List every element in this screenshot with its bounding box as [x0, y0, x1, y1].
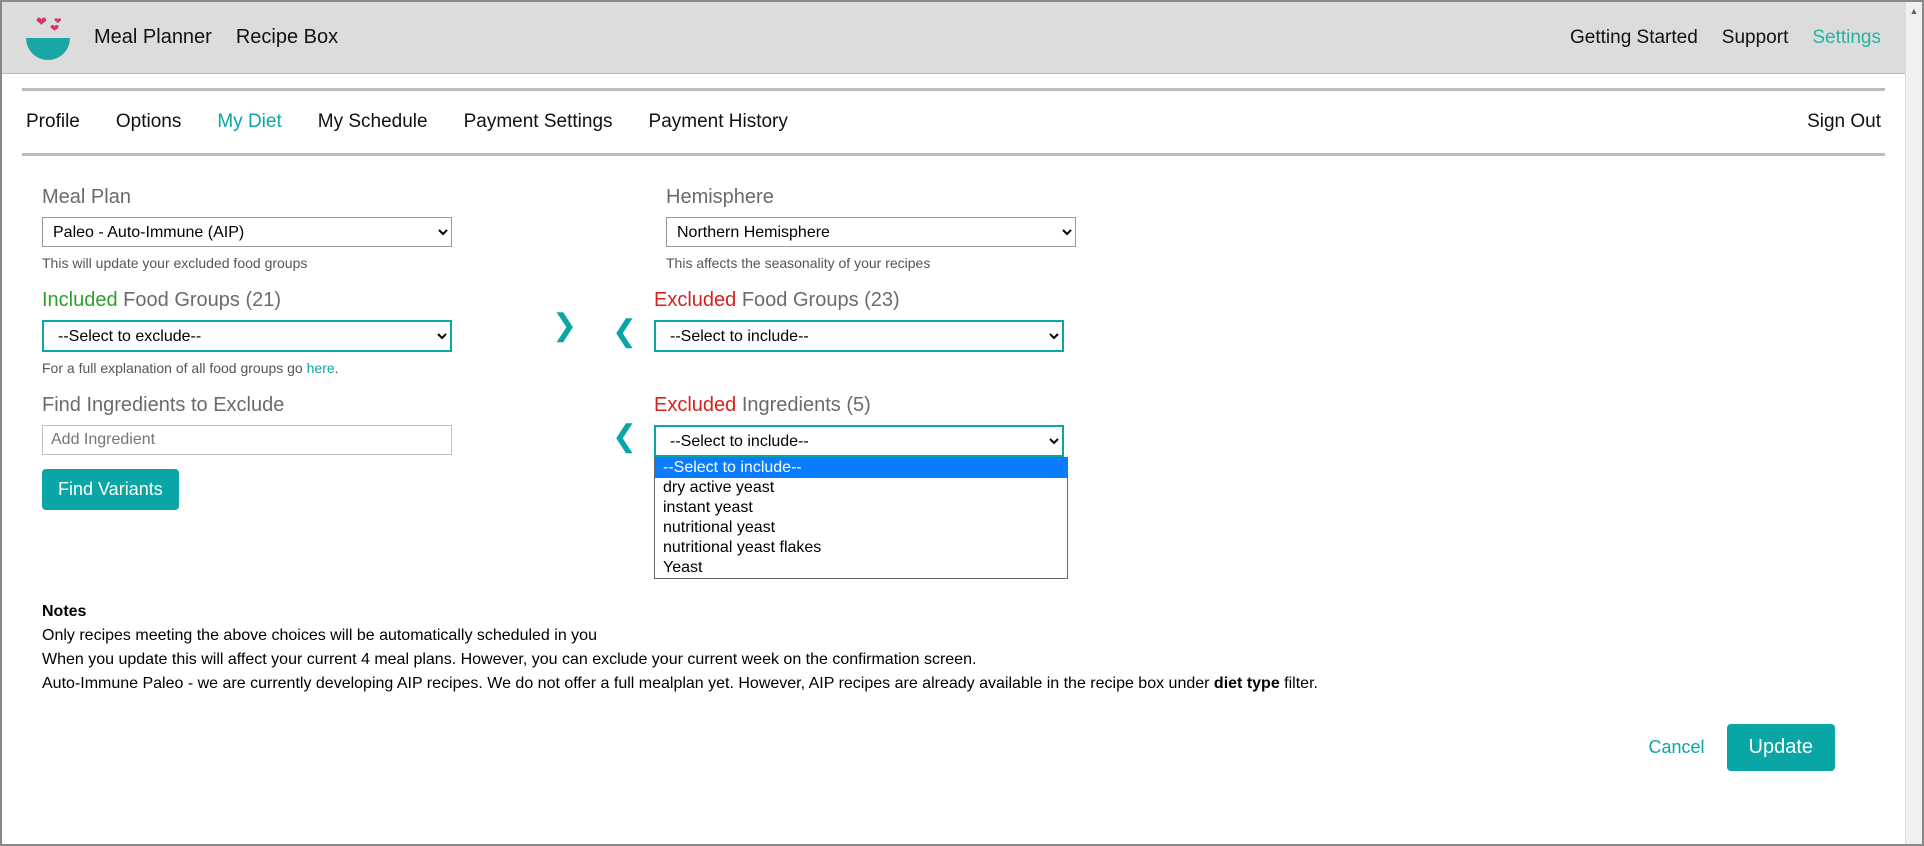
dropdown-option[interactable]: dry active yeast	[655, 478, 1067, 498]
tab-profile[interactable]: Profile	[26, 111, 80, 133]
notes-line: Auto-Immune Paleo - we are currently dev…	[42, 672, 1865, 696]
hemisphere-hint: This affects the seasonality of your rec…	[666, 255, 1086, 271]
notes-block: Notes Only recipes meeting the above cho…	[42, 600, 1865, 696]
sign-out-link[interactable]: Sign Out	[1807, 111, 1881, 133]
vertical-scrollbar[interactable]: ▲	[1905, 2, 1922, 844]
logo-icon: ❤ ❤ ❤	[26, 16, 70, 60]
dropdown-option[interactable]: Yeast	[655, 558, 1067, 578]
excluded-ingredients-select[interactable]: --Select to include--	[654, 425, 1064, 457]
add-ingredient-input[interactable]	[42, 425, 452, 455]
chevron-left-icon[interactable]: ❮	[612, 317, 636, 347]
tab-payment-settings[interactable]: Payment Settings	[464, 111, 613, 133]
notes-line: Only recipes meeting the above choices w…	[42, 624, 1865, 648]
dropdown-option[interactable]: --Select to include--	[655, 458, 1067, 478]
chevron-right-icon[interactable]: ❯	[552, 311, 576, 341]
excluded-ingredients-label: Excluded Ingredients (5)	[654, 394, 1074, 417]
tab-my-schedule[interactable]: My Schedule	[318, 111, 428, 133]
update-button[interactable]: Update	[1727, 724, 1836, 771]
notes-title: Notes	[42, 600, 1865, 624]
tab-payment-history[interactable]: Payment History	[649, 111, 788, 133]
dropdown-option[interactable]: nutritional yeast flakes	[655, 538, 1067, 558]
excluded-groups-select[interactable]: --Select to include--	[654, 320, 1064, 352]
hemisphere-label: Hemisphere	[666, 186, 1086, 209]
meal-plan-hint: This will update your excluded food grou…	[42, 255, 462, 271]
excluded-groups-label: Excluded Food Groups (23)	[654, 289, 1074, 312]
hemisphere-select[interactable]: Northern Hemisphere	[666, 217, 1076, 247]
meal-plan-select[interactable]: Paleo - Auto-Immune (AIP)	[42, 217, 452, 247]
dropdown-option[interactable]: instant yeast	[655, 498, 1067, 518]
find-ingredients-label: Find Ingredients to Exclude	[42, 394, 462, 417]
notes-line: When you update this will affect your cu…	[42, 648, 1865, 672]
nav-getting-started[interactable]: Getting Started	[1570, 27, 1698, 49]
tab-options[interactable]: Options	[116, 111, 181, 133]
scroll-up-icon[interactable]: ▲	[1906, 2, 1922, 19]
included-groups-hint: For a full explanation of all food group…	[42, 360, 462, 376]
included-groups-label: Included Food Groups (21)	[42, 289, 462, 312]
nav-meal-planner[interactable]: Meal Planner	[94, 26, 212, 49]
settings-subnav: Profile Options My Diet My Schedule Paym…	[22, 88, 1885, 156]
dropdown-option[interactable]: nutritional yeast	[655, 518, 1067, 538]
tab-my-diet[interactable]: My Diet	[217, 111, 281, 133]
nav-support[interactable]: Support	[1722, 27, 1789, 49]
top-bar: ❤ ❤ ❤ Meal Planner Recipe Box Getting St…	[2, 2, 1905, 74]
nav-settings[interactable]: Settings	[1812, 27, 1881, 49]
included-groups-select[interactable]: --Select to exclude--	[42, 320, 452, 352]
chevron-left-icon-2[interactable]: ❮	[612, 422, 636, 452]
find-variants-button[interactable]: Find Variants	[42, 469, 179, 510]
meal-plan-label: Meal Plan	[42, 186, 462, 209]
food-groups-here-link[interactable]: here	[307, 360, 335, 376]
nav-recipe-box[interactable]: Recipe Box	[236, 26, 338, 49]
cancel-link[interactable]: Cancel	[1648, 737, 1704, 758]
excluded-ingredients-dropdown[interactable]: --Select to include-- dry active yeast i…	[654, 457, 1068, 579]
